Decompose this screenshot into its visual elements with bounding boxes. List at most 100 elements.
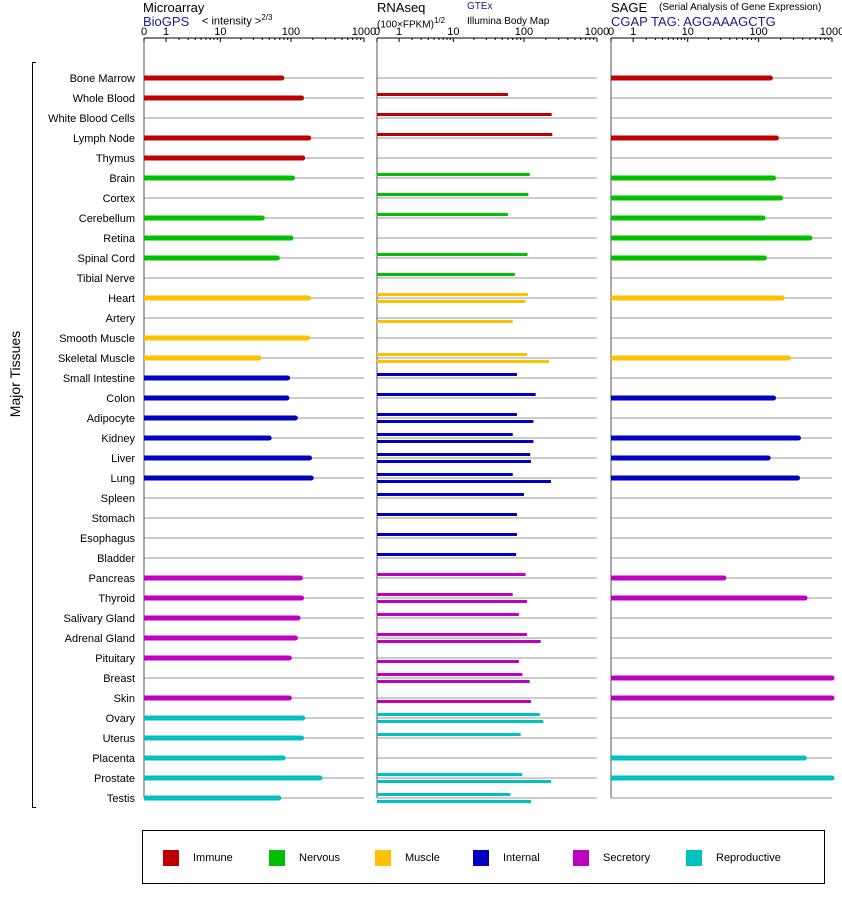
bar-end-cap: [795, 435, 801, 441]
bar-end-cap: [771, 175, 777, 181]
bar-testis: [144, 795, 279, 801]
microarray-scale-label: < intensity >2/3: [202, 13, 273, 28]
bar-pancreas: [377, 573, 526, 576]
tissue-label: Artery: [106, 313, 136, 325]
bar-end-cap: [779, 295, 785, 301]
rnaseq-scale-exp: 1/2: [433, 16, 446, 25]
bar-end-cap: [276, 795, 282, 801]
bar-end-cap: [306, 295, 312, 301]
bar-heart: [377, 293, 508, 296]
bar-esophagus: [377, 533, 517, 536]
bar-end-cap: [801, 755, 807, 761]
bar-cortex: [611, 195, 781, 201]
bar-cerebellum: [144, 215, 263, 221]
tissue-label: Skin: [114, 693, 135, 705]
tissue-label: Testis: [107, 793, 136, 805]
bar-uterus: [377, 733, 521, 736]
bar-skeletal-muscle: [144, 355, 259, 361]
x-tick-label: 10: [447, 26, 459, 38]
tissue-label: Cerebellum: [79, 213, 135, 225]
bar-thyroid: [377, 600, 527, 603]
bar-end-cap: [292, 635, 298, 641]
tissue-label: Prostate: [94, 773, 135, 785]
x-tick-label: 0: [608, 26, 614, 38]
tissue-label: Cortex: [103, 193, 136, 205]
bar-end-cap: [778, 195, 784, 201]
legend-label: Immune: [193, 852, 233, 864]
bar-retina: [611, 235, 810, 241]
bar-kidney: [377, 440, 534, 443]
bar-skin: [377, 700, 532, 703]
bar-brain: [377, 173, 530, 176]
bar-end-cap: [297, 575, 303, 581]
legend-item-reproductive: Reproductive: [686, 849, 781, 867]
bar-prostate: [611, 775, 832, 781]
bar-prostate: [377, 780, 551, 783]
tissue-label: Thyroid: [98, 593, 135, 605]
sage-subtitle: CGAP TAG: AGGAAAGCTG: [611, 14, 776, 29]
bar-end-cap: [259, 215, 265, 221]
bar-end-cap: [286, 655, 292, 661]
bar-end-cap: [721, 575, 727, 581]
legend-item-nervous: Nervous: [269, 849, 340, 867]
bar-liver: [377, 453, 508, 456]
bar-end-cap: [767, 75, 773, 81]
bar-spinal-cord: [377, 253, 508, 256]
bar-lung: [611, 475, 798, 481]
bar-end-cap: [807, 235, 813, 241]
tissue-label: Colon: [106, 393, 135, 405]
bar-thymus: [144, 155, 303, 161]
bar-brain: [144, 175, 293, 181]
x-tick-label: 1: [163, 26, 169, 38]
tissue-label: Thymus: [96, 153, 136, 165]
bar-lymph-node: [611, 135, 777, 141]
tissue-label: Stomach: [92, 513, 135, 525]
legend-label: Internal: [503, 852, 540, 864]
bar-end-cap: [285, 375, 291, 381]
bar-heart: [611, 295, 783, 301]
legend-label: Reproductive: [716, 852, 781, 864]
bar-skin: [611, 695, 832, 701]
bar-end-cap: [306, 135, 312, 141]
bar-end-cap: [256, 355, 262, 361]
legend: Immune Nervous Muscle Internal Secretory…: [142, 830, 825, 884]
bar-end-cap: [299, 595, 305, 601]
bar-prostate: [144, 775, 320, 781]
bar-lung: [144, 475, 312, 481]
tissue-label: Pancreas: [89, 573, 136, 585]
bar-colon: [611, 395, 774, 401]
legend-swatch: [269, 850, 285, 866]
bar-skeletal-muscle: [611, 355, 789, 361]
bar-pancreas: [611, 575, 724, 581]
bar-skeletal-muscle: [377, 360, 549, 363]
bar-ovary: [377, 713, 535, 716]
tissue-label: Smooth Muscle: [59, 333, 135, 345]
bar-breast: [611, 675, 832, 681]
bar-end-cap: [290, 175, 296, 181]
bar-breast: [377, 680, 530, 683]
tissue-label: Bone Marrow: [70, 73, 135, 85]
bar-placenta: [144, 755, 284, 761]
tissue-label: Bladder: [97, 553, 135, 565]
tissue-label: Liver: [111, 453, 135, 465]
bar-liver: [377, 460, 532, 463]
tissue-label: Skeletal Muscle: [58, 353, 135, 365]
legend-item-muscle: Muscle: [375, 849, 440, 867]
tissue-label: Uterus: [103, 733, 136, 745]
bar-uterus: [144, 735, 302, 741]
x-tick-label: 100: [749, 26, 767, 38]
tissue-label: Brain: [109, 173, 135, 185]
bar-spleen: [377, 493, 524, 496]
bar-end-cap: [773, 135, 779, 141]
bar-ovary: [144, 715, 303, 721]
legend-label: Secretory: [603, 852, 651, 864]
bar-stomach: [377, 513, 517, 516]
bar-pancreas: [144, 575, 301, 581]
bar-adrenal-gland: [144, 635, 296, 641]
bar-end-cap: [308, 475, 314, 481]
x-tick-label: 1: [396, 26, 402, 38]
x-tick-label: 100: [515, 26, 533, 38]
bar-end-cap: [307, 455, 313, 461]
bar-end-cap: [300, 155, 306, 161]
tissue-label: Ovary: [106, 713, 136, 725]
